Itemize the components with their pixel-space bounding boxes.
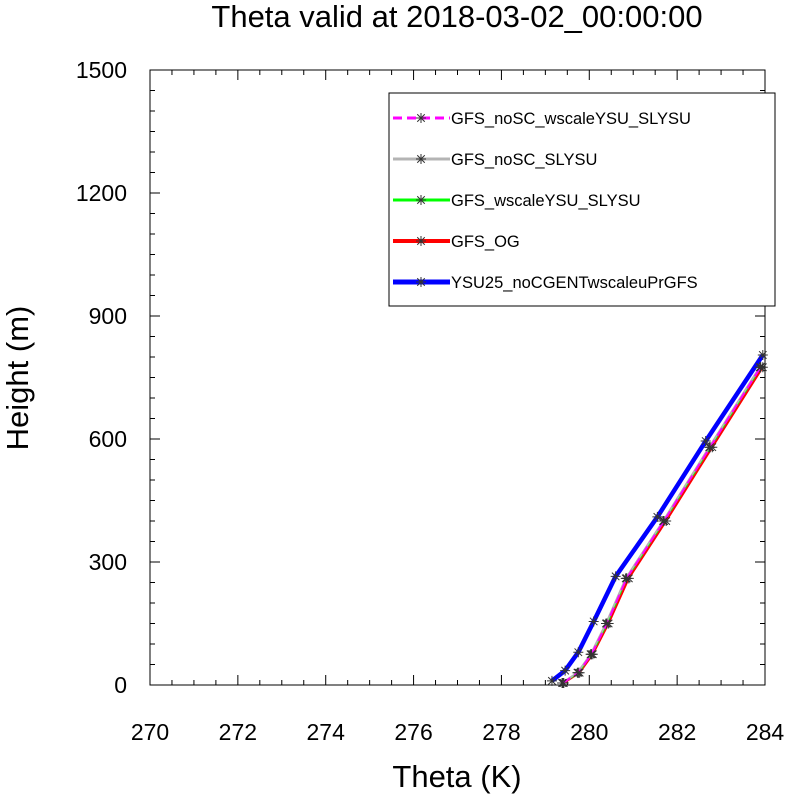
data-point-marker: [573, 667, 584, 678]
x-tick-label: 278: [482, 719, 520, 745]
x-tick-label: 284: [746, 719, 785, 745]
y-tick-label: 900: [89, 303, 127, 329]
legend-box: [388, 92, 776, 307]
series-line: [562, 366, 762, 684]
data-point-marker: [588, 616, 599, 627]
data-point-marker: [557, 677, 568, 688]
data-point-marker: [416, 154, 426, 164]
legend-label: GFS_OG: [451, 233, 520, 251]
series-GFS_noSC_wscaleYSU_SLYSU: [557, 362, 766, 688]
x-tick-label: 276: [394, 719, 432, 745]
y-axis-label: Height (m): [0, 306, 35, 451]
data-point-marker: [757, 349, 768, 360]
data-point-marker: [601, 618, 612, 629]
data-point-marker: [416, 277, 426, 287]
legend-item: GFS_noSC_wscaleYSU_SLYSU: [393, 110, 691, 128]
legend-label: GFS_noSC_SLYSU: [451, 151, 597, 169]
data-point-marker: [658, 516, 669, 526]
x-tick-label: 280: [570, 719, 608, 745]
data-point-marker: [652, 511, 663, 522]
data-point-marker: [560, 665, 571, 676]
data-point-marker: [586, 649, 597, 660]
data-point-marker: [610, 571, 621, 582]
y-tick-label: 1500: [76, 57, 127, 83]
x-tick-label: 282: [658, 719, 696, 745]
x-tick-label: 270: [131, 719, 169, 745]
series-YSU25_noCGENTwscaleuPrGFS: [546, 349, 768, 686]
y-tick-label: 600: [89, 426, 127, 452]
y-tick-label: 0: [114, 672, 127, 698]
x-axis-label: Theta (K): [392, 759, 521, 794]
series-line: [550, 353, 765, 683]
axis-tick-labels: 270 272 274 276 278 280 282 284 0 300 600 900 1200 15…: [76, 57, 785, 745]
x-tick-label: 272: [219, 719, 257, 745]
legend-label: YSU25_noCGENTwscaleuPrGFS: [451, 274, 698, 292]
data-point-marker: [546, 675, 557, 686]
data-point-marker: [416, 195, 426, 205]
legend: GFS_noSC_wscaleYSU_SLYSU GFS_noSC_SLYSU GF…: [388, 92, 776, 307]
legend-item: GFS_OG: [393, 233, 520, 251]
y-tick-label: 1200: [76, 180, 127, 206]
legend-item: GFS_wscaleYSU_SLYSU: [393, 192, 641, 210]
chart-title: Theta valid at 2018-03-02_00:00:00: [211, 0, 702, 34]
legend-label: GFS_noSC_wscaleYSU_SLYSU: [451, 110, 691, 128]
data-point-marker: [416, 113, 426, 123]
data-point-marker: [621, 573, 632, 584]
data-point-marker: [700, 436, 711, 447]
data-point-marker: [416, 236, 426, 246]
y-tick-label: 300: [89, 549, 127, 575]
legend-item: GFS_noSC_SLYSU: [393, 151, 597, 169]
series-layer: [546, 349, 768, 688]
x-tick-label: 274: [307, 719, 346, 745]
legend-item: YSU25_noCGENTwscaleuPrGFS: [393, 274, 698, 292]
plot-area-frame: [149, 69, 766, 686]
data-point-marker: [573, 647, 584, 658]
data-point-marker: [755, 362, 766, 373]
legend-label: GFS_wscaleYSU_SLYSU: [451, 192, 641, 210]
data-point-marker: [705, 442, 716, 453]
